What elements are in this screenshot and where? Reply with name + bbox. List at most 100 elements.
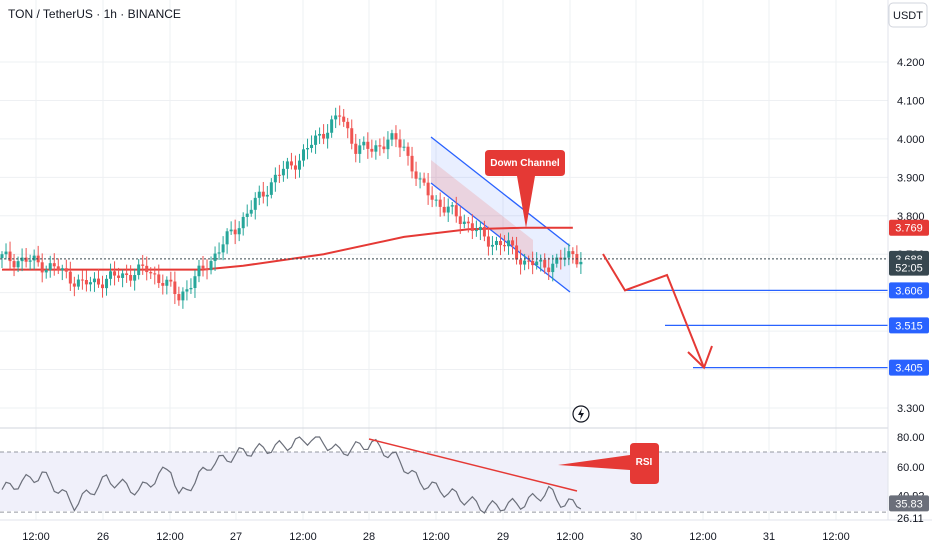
candle-body <box>36 255 40 263</box>
price-tag-bg <box>889 359 929 376</box>
rsi-tick-label: 26.11 <box>897 513 924 525</box>
candle-body <box>125 273 129 275</box>
rsi-tick-label: 35.83 <box>895 498 923 510</box>
currency-button[interactable]: USDT <box>888 2 928 28</box>
candle-body <box>418 178 422 180</box>
candle-body <box>378 145 382 147</box>
candle-body <box>330 119 334 133</box>
candle-body <box>181 291 185 301</box>
candle-body <box>109 271 113 279</box>
candle-body <box>76 279 80 287</box>
candle-body <box>446 206 450 213</box>
candle-body <box>579 261 583 265</box>
candle-body <box>165 279 169 286</box>
candle-body <box>117 275 121 278</box>
candle-body <box>12 261 16 268</box>
candle-body <box>454 205 458 217</box>
candle-body <box>209 261 213 271</box>
candle-body <box>555 257 559 264</box>
candle-body <box>4 251 8 255</box>
rsi-label: RSI <box>636 457 653 468</box>
projection-arrows <box>602 253 713 370</box>
candle-body <box>482 226 486 237</box>
candle-body <box>314 135 318 145</box>
candle-body <box>277 174 281 176</box>
candle-body <box>121 273 125 278</box>
candle-body <box>334 115 338 120</box>
candle-body <box>422 178 426 183</box>
candle-body <box>221 244 225 253</box>
candle-body <box>293 165 297 170</box>
price-tag-label: 52:05 <box>895 263 923 275</box>
candle-body <box>141 264 145 266</box>
lightning-icon[interactable] <box>572 405 590 423</box>
candle-body <box>64 268 68 272</box>
candle-body <box>245 213 249 217</box>
price-tick-label: 4.000 <box>897 134 925 146</box>
candle-body <box>346 121 350 129</box>
candle-body <box>438 199 442 207</box>
time-tick-label: 28 <box>363 531 375 543</box>
candle-body <box>257 191 261 198</box>
candlestick-series <box>0 105 583 309</box>
candle-body <box>185 289 189 292</box>
candle-body <box>350 128 354 144</box>
price-tag-bg <box>889 317 929 334</box>
candle-body <box>52 263 56 267</box>
candle-body <box>113 271 117 276</box>
price-tick-label: 3.300 <box>897 403 925 415</box>
rsi-line <box>1 436 582 514</box>
down-channel-callout[interactable]: Down Channel <box>485 150 565 228</box>
candle-body <box>322 133 326 139</box>
candle-body <box>193 276 197 288</box>
candle-body <box>342 116 346 122</box>
candle-body <box>511 240 515 246</box>
candle-body <box>177 294 181 301</box>
time-tick-label: 31 <box>763 531 775 543</box>
candle-body <box>406 146 410 156</box>
candle-body <box>430 195 434 200</box>
price-tag-bg <box>889 282 929 299</box>
price-tick-label: 4.100 <box>897 95 925 107</box>
candle-body <box>68 271 72 284</box>
candle-body <box>535 261 539 266</box>
candle-body <box>567 251 571 258</box>
candle-body <box>173 281 177 295</box>
price-tag-label: 3.606 <box>895 285 923 297</box>
candle-body <box>382 146 386 150</box>
candle-body <box>253 197 257 210</box>
target-levels <box>0 258 888 369</box>
candle-body <box>88 282 92 285</box>
candle-body <box>157 274 161 284</box>
candle-body <box>0 254 4 259</box>
candle-body <box>84 279 88 285</box>
candle-body <box>249 209 253 214</box>
candle-body <box>80 279 84 281</box>
time-axis-ticks: 12:00 26 12:00 27 12:00 28 12:00 29 12:00 30 12:00… <box>22 531 850 543</box>
candle-body <box>302 149 305 161</box>
candle-body <box>16 261 20 268</box>
time-tick-label: 12:00 <box>22 531 50 543</box>
time-tick-label: 12:00 <box>689 531 717 543</box>
candle-body <box>539 259 543 262</box>
candle-body <box>386 139 390 150</box>
candle-body <box>306 148 310 150</box>
time-tick-label: 27 <box>230 531 242 543</box>
rsi-value-tag <box>889 495 929 512</box>
candle-body <box>28 260 32 262</box>
candle-body <box>197 265 201 277</box>
candle-body <box>326 132 330 139</box>
rsi-tick-label: 80.00 <box>897 432 925 444</box>
candle-body <box>394 133 398 140</box>
candle-body <box>32 255 36 261</box>
price-tag-label: 3.769 <box>895 223 923 235</box>
candle-body <box>523 260 527 265</box>
candle-body <box>297 160 301 170</box>
rsi-callout[interactable]: RSI <box>558 443 659 484</box>
candle-body <box>265 194 269 197</box>
candle-body <box>241 216 245 229</box>
candle-body <box>571 251 575 255</box>
